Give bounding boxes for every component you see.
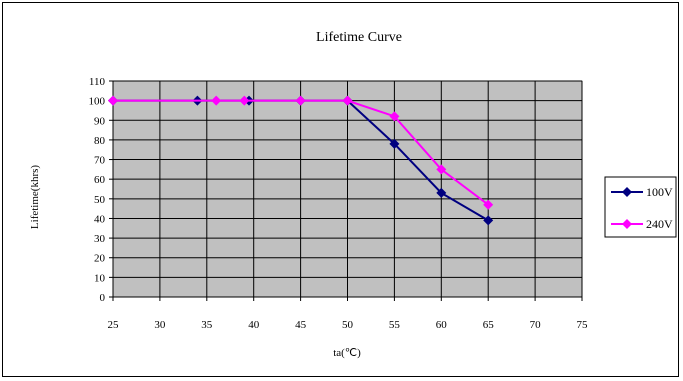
data-point bbox=[483, 199, 494, 210]
x-tick-label: 55 bbox=[389, 319, 401, 331]
y-tick-label: 80 bbox=[94, 135, 106, 147]
data-point bbox=[211, 95, 222, 106]
data-point bbox=[483, 215, 494, 226]
chart-title: Lifetime Curve bbox=[316, 30, 402, 45]
y-tick-label: 30 bbox=[94, 233, 106, 245]
y-tick-label: 20 bbox=[94, 253, 106, 265]
legend-label: 240V bbox=[646, 217, 673, 231]
y-tick-label: 110 bbox=[89, 76, 106, 88]
legend-label: 100V bbox=[646, 185, 673, 199]
data-point bbox=[436, 164, 447, 175]
x-tick-label: 40 bbox=[248, 319, 260, 331]
y-axis-label: Lifetime(khrs) bbox=[29, 165, 41, 229]
x-tick-label: 70 bbox=[530, 319, 542, 331]
y-tick-label: 100 bbox=[89, 96, 106, 108]
y-tick-label: 70 bbox=[94, 155, 106, 167]
legend-item-240V: 240V bbox=[611, 217, 673, 231]
x-tick-label: 35 bbox=[201, 319, 213, 331]
x-axis-label: ta(℃) bbox=[333, 347, 361, 359]
lifetime-chart: Lifetime Curve 0 10 20 30 40 50 60 70 80 90 100 110… bbox=[29, 30, 677, 359]
data-point bbox=[389, 111, 400, 122]
x-tick-label: 45 bbox=[295, 319, 307, 331]
x-tick-label: 75 bbox=[577, 319, 589, 331]
chart-frame: Lifetime Curve 0 10 20 30 40 50 60 70 80 90 100 110… bbox=[2, 2, 679, 377]
x-tick-label: 25 bbox=[108, 319, 120, 331]
x-tick-label: 50 bbox=[342, 319, 354, 331]
legend-marker bbox=[622, 219, 632, 229]
y-axis-ticks: 0 10 20 30 40 50 60 70 80 90 100 110 bbox=[89, 76, 113, 304]
y-tick-label: 10 bbox=[94, 272, 106, 284]
data-series bbox=[108, 95, 494, 226]
y-tick-label: 50 bbox=[94, 194, 106, 206]
data-point bbox=[239, 95, 250, 106]
data-point bbox=[295, 95, 306, 106]
data-point bbox=[436, 187, 447, 198]
x-tick-label: 30 bbox=[154, 319, 166, 331]
y-tick-label: 90 bbox=[94, 115, 106, 127]
y-tick-label: 60 bbox=[94, 174, 106, 186]
y-tick-label: 40 bbox=[94, 213, 106, 225]
x-axis-ticks: 25 30 35 40 45 50 55 60 65 70 75 bbox=[108, 297, 589, 331]
x-tick-label: 65 bbox=[483, 319, 495, 331]
legend: 100V 240V bbox=[604, 176, 677, 238]
legend-marker bbox=[622, 187, 632, 197]
y-tick-label: 0 bbox=[100, 292, 106, 304]
legend-box bbox=[604, 176, 677, 238]
data-point bbox=[389, 138, 400, 149]
legend-item-100V: 100V bbox=[611, 185, 673, 199]
x-tick-label: 60 bbox=[436, 319, 448, 331]
data-point bbox=[342, 95, 353, 106]
series-240V bbox=[108, 95, 494, 210]
data-point bbox=[108, 95, 118, 106]
